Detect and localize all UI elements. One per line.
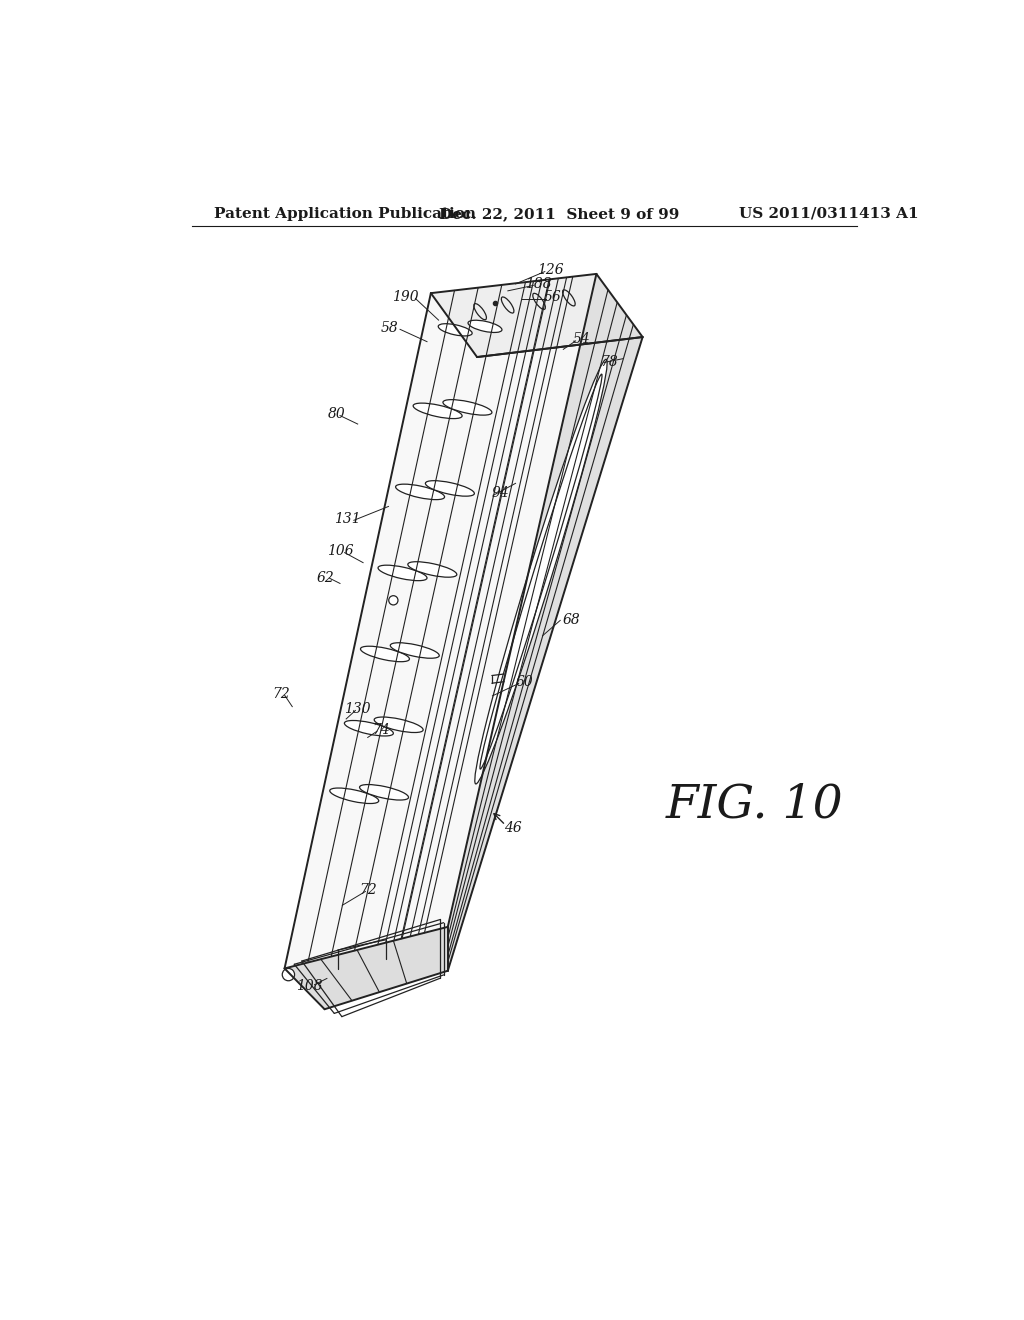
Text: 131: 131 bbox=[335, 512, 361, 525]
Ellipse shape bbox=[532, 293, 546, 309]
Ellipse shape bbox=[408, 562, 457, 577]
Ellipse shape bbox=[360, 647, 410, 661]
Ellipse shape bbox=[413, 403, 462, 418]
Ellipse shape bbox=[344, 721, 393, 737]
Text: 106: 106 bbox=[327, 544, 353, 558]
Ellipse shape bbox=[359, 784, 409, 800]
Text: 80: 80 bbox=[328, 407, 346, 421]
Text: Dec. 22, 2011  Sheet 9 of 99: Dec. 22, 2011 Sheet 9 of 99 bbox=[438, 207, 679, 220]
Ellipse shape bbox=[425, 480, 474, 496]
Ellipse shape bbox=[374, 717, 423, 733]
Ellipse shape bbox=[502, 297, 514, 313]
Circle shape bbox=[389, 595, 398, 605]
Polygon shape bbox=[431, 275, 643, 358]
Text: 126: 126 bbox=[537, 263, 563, 277]
Polygon shape bbox=[285, 927, 447, 1010]
Text: 54: 54 bbox=[572, 333, 591, 346]
Text: 190: 190 bbox=[392, 290, 419, 304]
Text: 108: 108 bbox=[296, 979, 323, 993]
Text: 188: 188 bbox=[525, 277, 552, 290]
Ellipse shape bbox=[474, 304, 486, 319]
Ellipse shape bbox=[378, 565, 427, 581]
Ellipse shape bbox=[390, 643, 439, 659]
Text: 46: 46 bbox=[505, 821, 522, 836]
Text: 74: 74 bbox=[372, 723, 390, 737]
Ellipse shape bbox=[475, 359, 607, 784]
Text: 72: 72 bbox=[271, 686, 290, 701]
Ellipse shape bbox=[395, 484, 444, 500]
Ellipse shape bbox=[438, 323, 472, 335]
Text: 78: 78 bbox=[601, 355, 618, 370]
Polygon shape bbox=[285, 275, 596, 969]
Polygon shape bbox=[447, 275, 643, 970]
Text: US 2011/0311413 A1: US 2011/0311413 A1 bbox=[739, 207, 919, 220]
Text: FIG. 10: FIG. 10 bbox=[666, 783, 844, 828]
Text: 62: 62 bbox=[316, 572, 334, 585]
Ellipse shape bbox=[562, 290, 575, 306]
Text: 58: 58 bbox=[381, 321, 399, 335]
Circle shape bbox=[283, 969, 295, 981]
Text: 60: 60 bbox=[516, 675, 534, 689]
Ellipse shape bbox=[468, 321, 502, 333]
Text: 68: 68 bbox=[562, 614, 580, 627]
Text: 56: 56 bbox=[544, 290, 561, 304]
Ellipse shape bbox=[330, 788, 379, 804]
Text: Patent Application Publication: Patent Application Publication bbox=[214, 207, 476, 220]
Text: 94: 94 bbox=[492, 486, 509, 500]
Ellipse shape bbox=[480, 374, 602, 770]
Text: 130: 130 bbox=[344, 702, 371, 715]
Ellipse shape bbox=[443, 400, 492, 414]
Text: 72: 72 bbox=[358, 883, 377, 896]
